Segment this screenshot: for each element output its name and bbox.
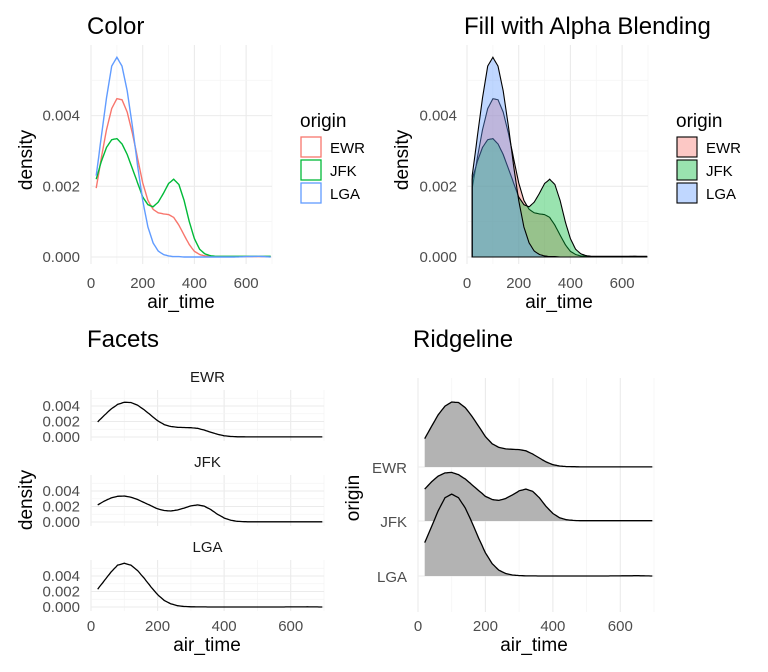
ridgeline-y-tick-jfk: JFK bbox=[380, 514, 407, 531]
facets-x-tick-3: 600 bbox=[278, 618, 303, 635]
facets-y-label: density bbox=[16, 469, 37, 530]
fill-y-tick-2: 0.004 bbox=[419, 108, 457, 125]
panel-color: Color 0 200 400 600 0.000 0.002 0.004 air_tim… bbox=[16, 13, 365, 313]
facet-line-jfk bbox=[97, 495, 323, 523]
ridgeline-y-ticks: EWR JFK LGA bbox=[372, 460, 407, 586]
facets-x-tick-0: 0 bbox=[87, 618, 95, 635]
facets-x-label: air_time bbox=[173, 635, 241, 656]
fill-y-label: density bbox=[392, 129, 413, 190]
fill-y-ticks: 0.000 0.002 0.004 bbox=[419, 108, 457, 266]
fill-legend-key-lga bbox=[676, 182, 698, 204]
color-x-ticks: 0 200 400 600 bbox=[87, 275, 259, 292]
facet-jfk-y-tick-0: 0.000 bbox=[42, 514, 80, 531]
color-line-lga bbox=[95, 55, 271, 258]
fill-area-lga bbox=[471, 56, 647, 258]
facet-lga-y-tick-2: 0.004 bbox=[42, 568, 80, 585]
color-legend-key-lga bbox=[300, 182, 322, 204]
fill-y-tick-1: 0.002 bbox=[419, 178, 457, 195]
fill-title: Fill with Alpha Blending bbox=[464, 13, 711, 40]
color-legend-title: origin bbox=[300, 111, 346, 132]
color-legend-label-jfk: JFK bbox=[330, 163, 357, 180]
ridgeline-y-label: origin bbox=[343, 475, 364, 521]
color-title: Color bbox=[87, 13, 144, 40]
fill-legend-key-ewr bbox=[676, 136, 698, 158]
color-line-jfk bbox=[95, 137, 271, 257]
facet-lga-y-tick-0: 0.000 bbox=[42, 599, 80, 616]
fill-x-ticks: 0 200 400 600 bbox=[463, 275, 635, 292]
fill-legend-label-ewr: EWR bbox=[706, 140, 741, 157]
fill-areas bbox=[471, 56, 648, 258]
facet-strip-lga: LGA bbox=[192, 539, 222, 556]
ridgeline-x-tick-2: 400 bbox=[540, 618, 565, 635]
color-y-tick-1: 0.002 bbox=[42, 178, 80, 195]
color-y-tick-0: 0.000 bbox=[42, 249, 80, 266]
fill-x-tick-0: 0 bbox=[463, 275, 471, 292]
ridgeline-x-tick-0: 0 bbox=[414, 618, 422, 635]
ridge-area-lga bbox=[424, 494, 653, 576]
ridgeline-x-label: air_time bbox=[500, 635, 568, 656]
ridgeline-y-tick-lga: LGA bbox=[377, 569, 407, 586]
ridge-area-jfk bbox=[424, 472, 653, 521]
facet-strip-ewr: EWR bbox=[190, 369, 225, 386]
color-x-label: air_time bbox=[147, 292, 215, 313]
color-x-tick-1: 200 bbox=[130, 275, 155, 292]
color-lines bbox=[95, 55, 271, 258]
fill-legend: origin EWR JFK LGA bbox=[676, 111, 741, 204]
facet-lga-y-tick-1: 0.002 bbox=[42, 584, 80, 601]
facet-jfk-y-tick-2: 0.004 bbox=[42, 483, 80, 500]
ridge-line-jfk bbox=[424, 471, 653, 522]
fill-x-tick-3: 600 bbox=[610, 275, 635, 292]
facet-line-lga bbox=[97, 562, 323, 608]
color-y-ticks: 0.000 0.002 0.004 bbox=[42, 108, 80, 266]
fill-legend-label-lga: LGA bbox=[706, 186, 736, 203]
facets-x-tick-2: 400 bbox=[212, 618, 237, 635]
ridgeline-x-tick-3: 600 bbox=[608, 618, 633, 635]
facets-content: EWR0.0000.0020.004JFK0.0000.0020.004LGA0… bbox=[42, 369, 325, 616]
facet-ewr-y-tick-2: 0.004 bbox=[42, 398, 80, 415]
panel-facets: Facets EWR0.0000.0020.004JFK0.0000.0020.… bbox=[16, 326, 325, 656]
fill-x-tick-1: 200 bbox=[506, 275, 531, 292]
ridge-area-ewr bbox=[424, 402, 653, 467]
color-legend: origin EWR JFK LGA bbox=[300, 111, 365, 204]
color-grid bbox=[90, 45, 273, 264]
fill-legend-label-jfk: JFK bbox=[706, 163, 733, 180]
facet-jfk-y-tick-1: 0.002 bbox=[42, 499, 80, 516]
color-legend-key-jfk bbox=[300, 159, 322, 181]
ridge-line-ewr bbox=[424, 401, 653, 468]
ridgeline-y-tick-ewr: EWR bbox=[372, 460, 407, 477]
facet-ewr-y-tick-0: 0.000 bbox=[42, 429, 80, 446]
ridge-line-lga bbox=[424, 493, 653, 577]
color-legend-label-ewr: EWR bbox=[330, 140, 365, 157]
ridgeline-title: Ridgeline bbox=[413, 326, 513, 353]
color-y-label: density bbox=[16, 129, 37, 190]
facet-ewr-y-tick-1: 0.002 bbox=[42, 414, 80, 431]
facets-x-ticks: 0 200 400 600 bbox=[87, 618, 303, 635]
facets-title: Facets bbox=[87, 326, 159, 353]
fill-legend-title: origin bbox=[676, 111, 722, 132]
fill-y-tick-0: 0.000 bbox=[419, 249, 457, 266]
color-legend-label-lga: LGA bbox=[330, 186, 360, 203]
color-line-ewr bbox=[95, 97, 271, 258]
color-x-tick-0: 0 bbox=[87, 275, 95, 292]
fill-x-tick-2: 400 bbox=[558, 275, 583, 292]
ridgeline-x-ticks: 0 200 400 600 bbox=[414, 618, 633, 635]
facet-line-ewr bbox=[97, 401, 323, 438]
ridgeline-ridges bbox=[424, 401, 653, 577]
fill-legend-key-jfk bbox=[676, 159, 698, 181]
color-x-tick-3: 600 bbox=[234, 275, 259, 292]
fill-x-label: air_time bbox=[525, 292, 593, 313]
color-x-tick-2: 400 bbox=[182, 275, 207, 292]
facets-x-tick-1: 200 bbox=[145, 618, 170, 635]
color-y-tick-2: 0.004 bbox=[42, 108, 80, 125]
ridgeline-x-tick-1: 200 bbox=[473, 618, 498, 635]
panel-fill: Fill with Alpha Blending 0 200 400 600 0.00… bbox=[392, 13, 741, 313]
color-legend-key-ewr bbox=[300, 136, 322, 158]
facet-strip-jfk: JFK bbox=[194, 454, 221, 471]
